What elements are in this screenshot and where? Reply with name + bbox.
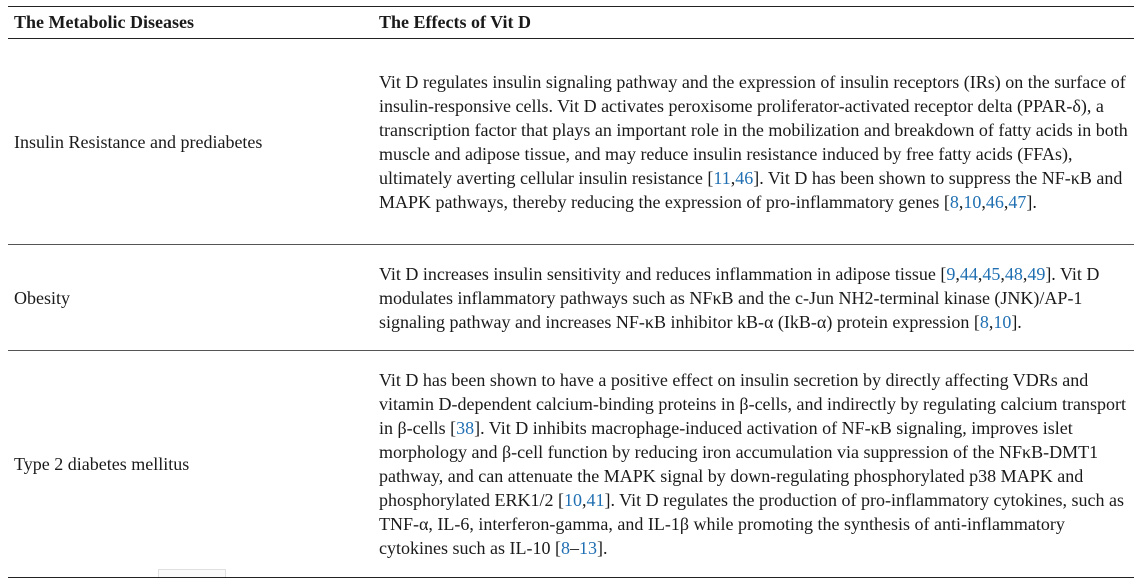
table-header: The Metabolic Diseases The Effects of Vi… [8, 6, 1134, 39]
citation-link[interactable]: 8 [979, 311, 989, 332]
citation-link[interactable]: 48 [1004, 263, 1023, 284]
effect-text: ]. [1011, 311, 1022, 332]
vit-d-effects-table-container: The Metabolic Diseases The Effects of Vi… [8, 6, 1134, 578]
header-row: The Metabolic Diseases The Effects of Vi… [8, 6, 1134, 39]
disease-cell: Insulin Resistance and prediabetes [8, 38, 373, 245]
citation-link[interactable]: 45 [982, 263, 1001, 284]
citation-separator: , [981, 191, 986, 212]
effect-text: Vit D increases insulin sensitivity and … [379, 263, 947, 284]
citation-link[interactable]: 47 [1008, 191, 1027, 212]
citation-separator: – [569, 538, 579, 558]
table-row: Type 2 diabetes mellitus Vit D has been … [8, 350, 1134, 578]
citation-separator: , [730, 167, 736, 188]
citation-link[interactable]: 8 [560, 538, 570, 558]
header-metabolic-diseases: The Metabolic Diseases [8, 6, 373, 39]
table-row: Obesity Vit D increases insulin sensitiv… [8, 244, 1134, 351]
citation-separator: , [1003, 191, 1009, 212]
citation-link[interactable]: 10 [963, 191, 982, 212]
vit-d-effects-table: The Metabolic Diseases The Effects of Vi… [8, 6, 1134, 578]
citation-separator: , [955, 263, 960, 284]
citation-separator: , [977, 263, 983, 284]
effect-cell: Vit D has been shown to have a positive … [373, 350, 1134, 578]
citation-link[interactable]: 9 [946, 263, 956, 284]
citation-separator: , [988, 311, 994, 332]
citation-link[interactable]: 11 [713, 167, 731, 188]
effect-text: ]. Vit D regulates the production of pro… [379, 490, 1124, 558]
citation-link[interactable]: 46 [735, 167, 754, 188]
effect-cell: Vit D increases insulin sensitivity and … [373, 244, 1134, 351]
citation-link[interactable]: 10 [563, 490, 582, 510]
effect-cell: Vit D regulates insulin signaling pathwa… [373, 38, 1134, 245]
header-effects-of-vit-d: The Effects of Vit D [373, 6, 1134, 39]
citation-link[interactable]: 8 [949, 191, 959, 212]
citation-separator: , [581, 490, 587, 510]
table-body: Insulin Resistance and prediabetes Vit D… [8, 38, 1134, 578]
effect-text: ]. [1026, 191, 1037, 212]
disease-cell: Type 2 diabetes mellitus [8, 350, 373, 578]
citation-link[interactable]: 38 [456, 418, 475, 438]
citation-link[interactable]: 13 [578, 538, 597, 558]
disease-cell: Obesity [8, 244, 373, 351]
citation-link[interactable]: 41 [586, 490, 605, 510]
effect-text: ]. [596, 538, 608, 558]
effect-text: ]. Vit D inhibits macrophage-induced act… [379, 418, 1099, 510]
citation-link[interactable]: 46 [985, 191, 1004, 212]
effect-text: ]. Vit D modulates inflammatory pathways… [379, 263, 1100, 332]
citation-link[interactable]: 10 [993, 311, 1012, 332]
citation-separator: , [1000, 263, 1005, 284]
citation-link[interactable]: 44 [959, 263, 978, 284]
effect-text: Vit D regulates insulin signaling pathwa… [379, 71, 1128, 188]
citation-separator: , [1022, 263, 1028, 284]
effect-text: Vit D has been shown to have a positive … [379, 370, 1126, 438]
table-row: Insulin Resistance and prediabetes Vit D… [8, 38, 1134, 245]
page-edge-tab [158, 569, 226, 577]
effect-text: ]. Vit D has been shown to suppress the … [379, 167, 1123, 212]
citation-link[interactable]: 49 [1027, 263, 1046, 284]
citation-separator: , [958, 191, 964, 212]
